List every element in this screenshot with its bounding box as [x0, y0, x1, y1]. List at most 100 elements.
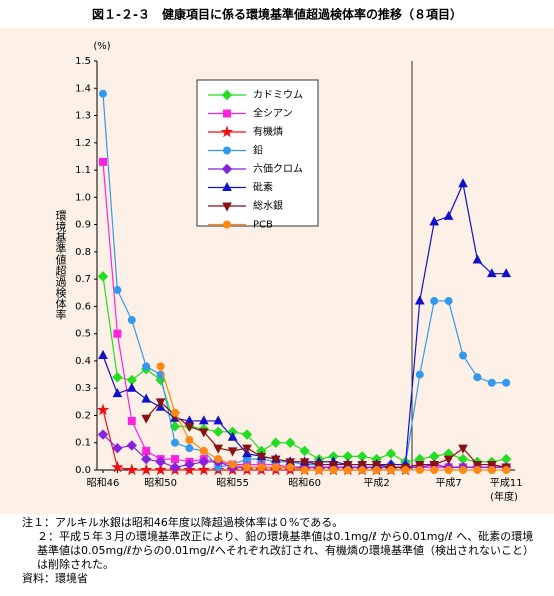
- data-point: [486, 268, 497, 278]
- note: ２：平成５年３月の環境基準改正により、鉛の環境基準値は0.1mg/ℓ から0.0…: [37, 530, 534, 571]
- data-point: [299, 445, 310, 457]
- data-point: [271, 463, 280, 472]
- data-point: [385, 448, 397, 459]
- data-point: [185, 436, 194, 445]
- data-point: [284, 437, 296, 448]
- data-point: [242, 444, 252, 454]
- data-point: [472, 254, 483, 264]
- notes: 注１：アルキル水銀は昭和46年度以降超過検体率は０%である。 ２：平成５年３月の…: [22, 516, 542, 586]
- data-point: [156, 362, 165, 371]
- legend-marker: [222, 181, 232, 191]
- chart: 図１-２-３ 健康項目に係る環境基準値超過検体率の推移（８項目） (%) 環境基…: [0, 7, 554, 514]
- y-tick-label: 0.8: [75, 247, 91, 258]
- data-point: [214, 455, 223, 464]
- data-point: [227, 431, 238, 441]
- legend-marker: [223, 109, 231, 118]
- data-point: [97, 429, 109, 440]
- data-point: [96, 403, 110, 416]
- y-tick-label: 1.1: [75, 165, 91, 176]
- y-tick-label: 0.3: [75, 383, 91, 394]
- note: 資料：環境省: [22, 572, 88, 585]
- x-tick-label: 平成2: [363, 477, 389, 489]
- y-tick-label: 1.4: [75, 83, 91, 94]
- data-point: [141, 393, 152, 403]
- data-point: [486, 461, 497, 471]
- data-point: [98, 349, 108, 359]
- data-point: [171, 438, 179, 447]
- data-point: [444, 466, 453, 474]
- data-point: [154, 463, 167, 476]
- data-point: [171, 455, 179, 464]
- x-tick-label: 昭和60: [288, 477, 321, 489]
- data-point: [112, 388, 123, 398]
- data-point: [257, 463, 266, 472]
- legend-label: PCB: [253, 220, 273, 231]
- data-point: [270, 437, 282, 448]
- data-point: [198, 415, 209, 425]
- data-point: [112, 442, 123, 454]
- legend-label: 鉛: [253, 144, 263, 157]
- legend-label: 六価クロム: [253, 162, 303, 175]
- data-point: [113, 286, 122, 295]
- y-tick-label: 0.0: [75, 465, 91, 476]
- data-point: [443, 210, 454, 220]
- x-tick-label: 平成7: [435, 477, 461, 489]
- legend-label: カドミウム: [253, 89, 303, 101]
- data-point: [155, 398, 166, 408]
- y-tick-label: 0.6: [75, 301, 91, 312]
- data-point: [169, 462, 181, 473]
- data-point: [502, 466, 511, 474]
- data-point: [286, 463, 295, 472]
- data-point: [241, 429, 253, 440]
- data-point: [300, 466, 309, 474]
- legend-label: 砒素: [253, 181, 273, 194]
- data-point: [141, 414, 152, 424]
- data-point: [270, 455, 281, 465]
- data-point: [299, 458, 310, 468]
- data-point: [329, 466, 338, 474]
- data-point: [372, 466, 381, 474]
- legend-marker: [220, 125, 234, 138]
- data-point: [99, 89, 107, 98]
- data-point: [430, 466, 439, 474]
- y-tick-label: 1.3: [75, 111, 91, 122]
- data-point: [139, 463, 153, 476]
- y-tick-label: 0.7: [75, 274, 91, 285]
- data-point: [414, 295, 425, 305]
- data-point: [502, 378, 511, 387]
- data-point: [256, 452, 267, 462]
- data-point: [315, 466, 323, 474]
- data-point: [113, 329, 122, 338]
- data-point: [97, 271, 109, 282]
- data-point: [429, 216, 440, 226]
- data-point: [429, 461, 440, 471]
- data-point: [140, 453, 152, 465]
- data-point: [127, 316, 136, 325]
- legend-label: 有機燐: [253, 125, 283, 138]
- y-tick-label: 0.2: [75, 410, 91, 421]
- data-point: [169, 421, 181, 432]
- legend-box: [196, 79, 319, 227]
- data-point: [415, 370, 424, 379]
- data-point: [171, 408, 179, 417]
- x-tick-label: 昭和55: [216, 477, 249, 489]
- data-point: [458, 178, 468, 188]
- x-tick-label: 昭和46: [87, 477, 120, 489]
- data-point: [343, 466, 352, 474]
- data-point: [459, 466, 467, 474]
- data-point: [142, 362, 151, 371]
- y-tick-label: 1.2: [75, 138, 91, 149]
- data-point: [328, 461, 339, 471]
- data-point: [126, 440, 138, 451]
- data-point: [243, 463, 251, 472]
- data-point: [125, 463, 139, 476]
- data-point: [387, 466, 395, 474]
- data-point: [199, 446, 208, 455]
- x-tick-label: 平成11: [490, 477, 523, 489]
- legend-label: 総水銀: [253, 199, 283, 212]
- data-point: [443, 455, 454, 465]
- data-point: [285, 458, 296, 468]
- data-point: [99, 157, 107, 166]
- data-point: [228, 460, 237, 469]
- data-point: [184, 459, 195, 470]
